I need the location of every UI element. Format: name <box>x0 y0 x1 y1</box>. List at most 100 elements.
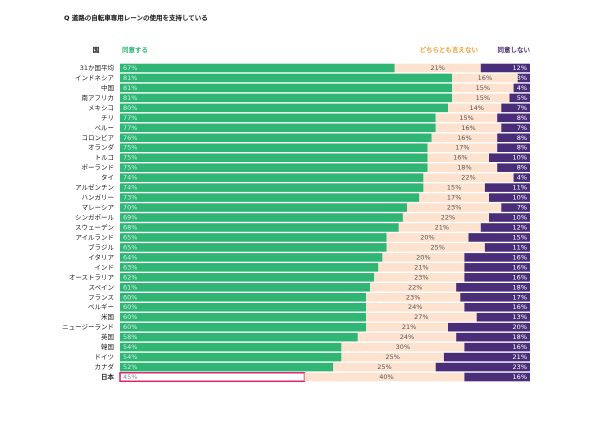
category-label: 米国 <box>101 312 114 321</box>
bar-segment <box>120 243 387 252</box>
data-label: 21% <box>435 223 449 231</box>
bar-segment <box>435 362 530 372</box>
data-label: 65% <box>123 243 137 251</box>
bar-segment <box>448 322 530 332</box>
bar-segment <box>120 113 436 123</box>
category-label: チリ <box>101 114 114 122</box>
bar-segment <box>120 312 366 322</box>
bar-segment <box>120 123 436 133</box>
bar-segment <box>497 143 530 153</box>
data-label: 69% <box>123 214 137 222</box>
category-label: イタリア <box>88 252 114 261</box>
category-label: ベルギー <box>88 303 114 311</box>
bar-segment <box>456 283 530 292</box>
chart-title: Q 道路の自転車専用レーンの使用を支持している <box>64 13 208 22</box>
bar-segment <box>120 93 453 103</box>
data-label: 60% <box>123 323 137 331</box>
data-label: 4% <box>517 84 527 92</box>
category-label: カナダ <box>95 362 115 371</box>
data-label: 7% <box>517 104 527 112</box>
data-label: 81% <box>123 74 137 82</box>
category-label: アイルランド <box>75 233 114 241</box>
bar-segment <box>480 223 530 232</box>
bar-segment <box>435 123 502 133</box>
data-label: 22% <box>408 283 422 291</box>
data-label: 17% <box>455 144 469 152</box>
bar-segment <box>366 302 465 312</box>
data-label: 23% <box>447 204 461 212</box>
category-label: アルゼンチン <box>75 183 114 192</box>
category-label: メキシコ <box>88 104 114 112</box>
data-label: 62% <box>123 273 137 281</box>
bar-segment <box>517 73 530 83</box>
data-label: 15% <box>447 184 461 192</box>
data-label: 76% <box>123 134 137 142</box>
data-label: 10% <box>513 214 527 222</box>
data-label: 25% <box>431 243 445 251</box>
bar-segment <box>398 223 485 232</box>
data-label: 13% <box>513 313 527 321</box>
category-label: 日本 <box>101 372 115 381</box>
category-label: 南アフリカ <box>82 93 115 102</box>
bar-segment <box>386 233 469 242</box>
bar-segment <box>120 173 424 182</box>
bar-segment <box>460 292 530 302</box>
data-label: 23% <box>406 293 420 301</box>
data-label: 54% <box>123 343 137 351</box>
data-label: 74% <box>123 174 137 182</box>
bar-segment <box>366 322 453 332</box>
bar-segment <box>448 103 506 113</box>
data-label: 16% <box>513 263 527 271</box>
bar-segment <box>341 342 465 352</box>
bar-segment <box>120 133 432 143</box>
bar-segment <box>120 153 428 162</box>
bar-segment <box>119 371 306 383</box>
data-label: 81% <box>123 94 137 102</box>
data-label: 11% <box>513 184 527 192</box>
bar-segment <box>452 73 518 83</box>
data-label: 20% <box>513 323 527 331</box>
data-label: 18% <box>457 164 471 172</box>
bar-segment <box>120 302 366 312</box>
data-label: 25% <box>385 353 399 361</box>
bar-segment <box>484 243 530 252</box>
bar-segment <box>333 362 436 372</box>
data-label: 17% <box>513 293 527 301</box>
legend-entry: どちらとも言えない <box>420 45 479 54</box>
data-label: 8% <box>517 134 527 142</box>
data-label: 63% <box>123 263 137 271</box>
bar-segment <box>120 263 379 272</box>
bar-segment <box>120 183 424 192</box>
bar-segment <box>513 83 530 93</box>
bar-segment <box>484 183 530 192</box>
bar-segment <box>468 233 530 242</box>
bar-segment <box>452 83 514 93</box>
data-label: 3% <box>517 74 527 82</box>
data-label: 40% <box>379 373 393 381</box>
category-label: ペルー <box>95 124 115 132</box>
bar-segment <box>386 243 489 252</box>
category-label: ポーランド <box>82 164 115 172</box>
bar-segment <box>120 253 383 262</box>
data-label: 8% <box>517 164 527 172</box>
category-label: インド <box>95 263 115 271</box>
bar-segment <box>489 193 530 202</box>
category-label: 31か国平均 <box>80 63 115 72</box>
bar-segment <box>427 163 502 172</box>
data-label: 14% <box>469 104 483 112</box>
data-label: 20% <box>416 253 430 261</box>
data-label: 16% <box>478 74 492 82</box>
bar-segment <box>489 213 530 222</box>
bar-segment <box>501 203 530 212</box>
bar-segment <box>370 283 461 292</box>
bar-segment <box>120 233 387 242</box>
category-label: オーストラリア <box>69 273 115 281</box>
bar-segment <box>497 113 530 123</box>
data-label: 18% <box>513 283 527 291</box>
bar-segment <box>120 213 403 222</box>
data-label: 73% <box>123 194 137 202</box>
category-label: 英国 <box>101 332 114 341</box>
bar-segment <box>120 143 428 153</box>
data-label: 81% <box>123 84 137 92</box>
bar-segment <box>480 63 530 73</box>
